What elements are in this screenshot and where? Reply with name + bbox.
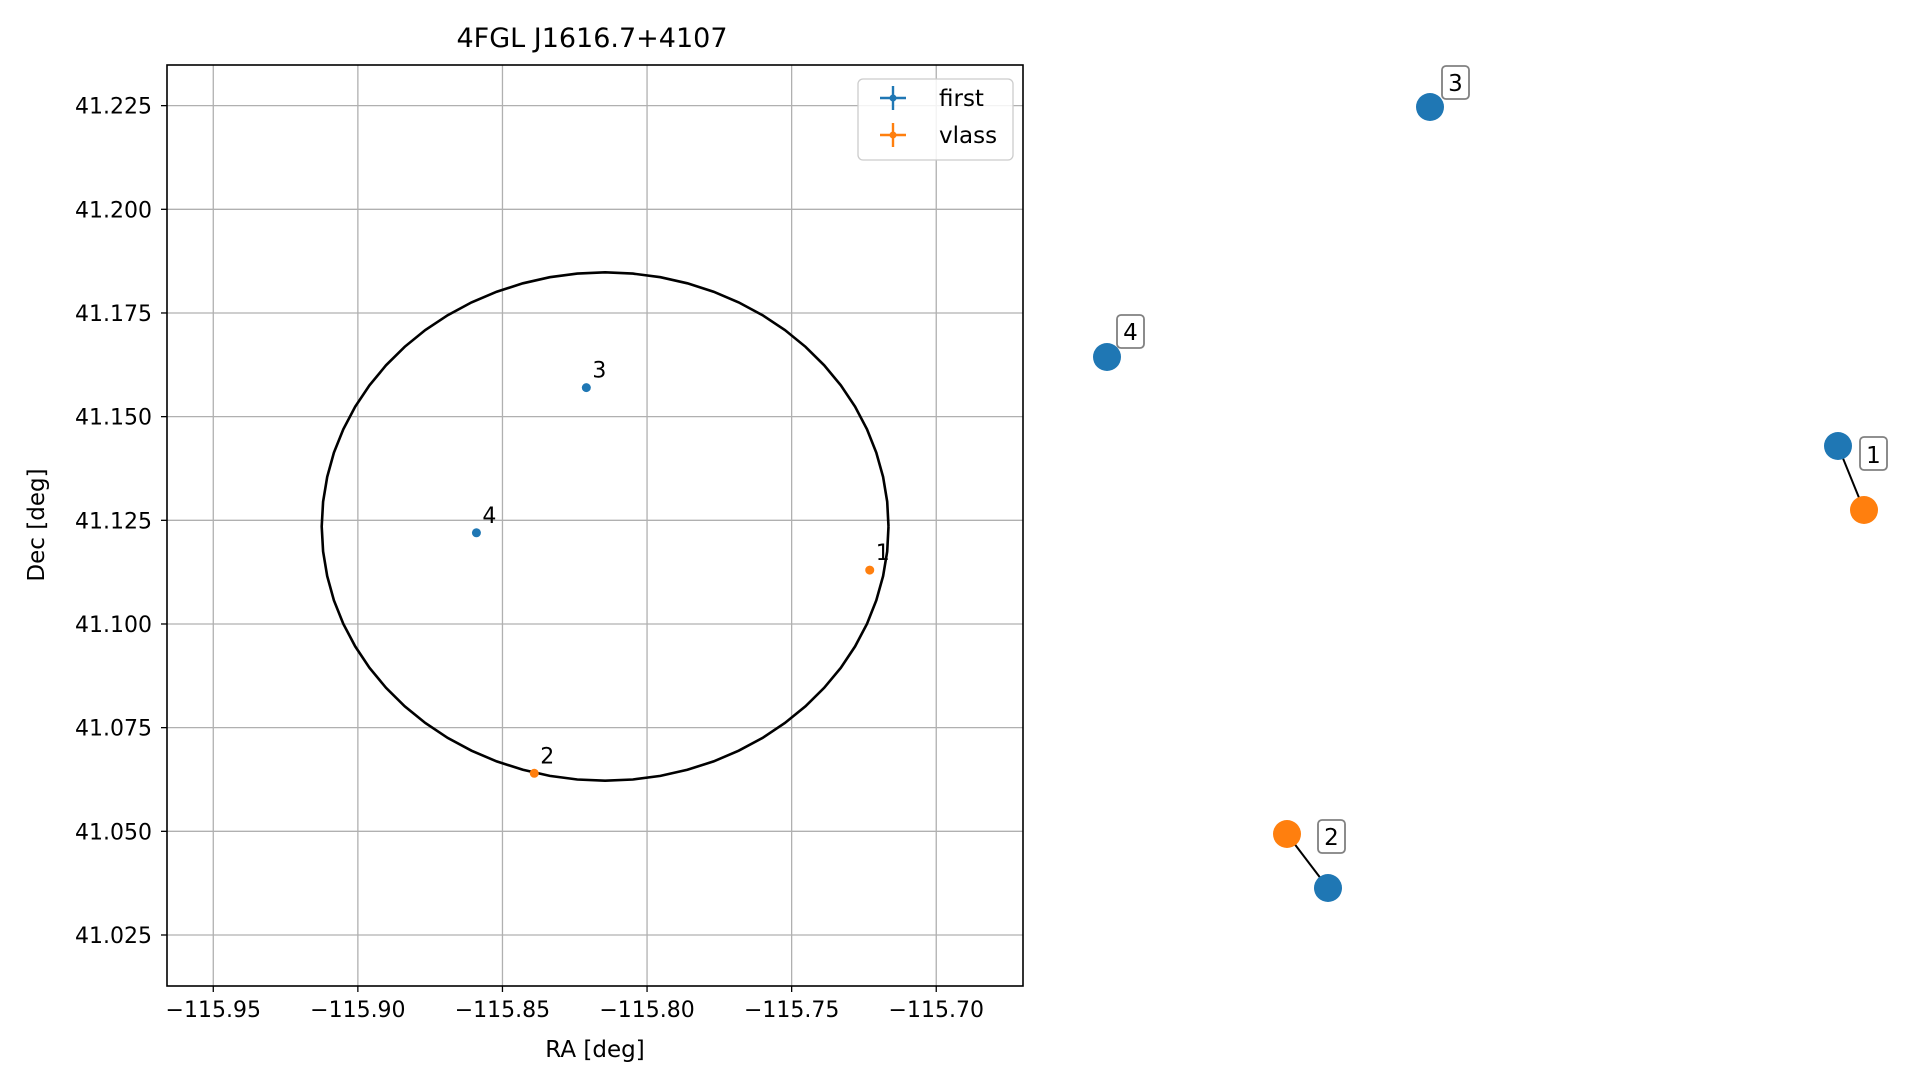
cluster-1: 1: [1824, 432, 1888, 524]
data-point-vlass: [865, 565, 875, 575]
data-point-label: 1: [876, 541, 890, 566]
legend-marker-vlass-dot: [889, 131, 897, 139]
x-tick-label: −115.90: [310, 998, 405, 1023]
y-tick-label: 41.150: [75, 406, 152, 431]
cluster-2-label-box: [1317, 819, 1346, 854]
data-point-label: 3: [592, 359, 606, 384]
data-point-vlass: [529, 768, 539, 778]
y-tick-label: 41.125: [75, 509, 152, 534]
x-tick-label: −115.95: [166, 998, 261, 1023]
chart-title: 4FGL J1616.7+4107: [456, 23, 727, 54]
legend-marker-first-dot: [889, 94, 897, 102]
cluster-4: 4: [1093, 314, 1145, 371]
cluster-1-vlass-point: [1850, 496, 1878, 524]
data-point-label: 2: [540, 744, 554, 769]
grid-lines: [167, 65, 1023, 986]
y-tick-label: 41.025: [75, 924, 152, 949]
y-axis-ticks: 41.025 41.050 41.075 41.100 41.125 41.150 41.1…: [75, 95, 167, 949]
cluster-1-label: 1: [1866, 443, 1881, 469]
cluster-2-label: 2: [1324, 825, 1339, 851]
cluster-2-first-point: [1314, 874, 1342, 902]
legend-label-vlass: vlass: [939, 123, 997, 149]
legend-item-vlass: vlass: [880, 123, 997, 149]
data-point-first: [581, 383, 591, 393]
plot-area-frame: [166, 64, 1024, 987]
data-point-label: 4: [482, 504, 496, 529]
uncertainty-ellipse: [320, 270, 890, 783]
cluster-4-label: 4: [1123, 320, 1138, 346]
y-tick-label: 41.200: [75, 198, 152, 223]
x-axis-ticks: −115.95 −115.90 −115.85 −115.80 −115.75 −115.…: [166, 986, 984, 1023]
cluster-3-label-box: [1441, 65, 1470, 100]
cluster-3-label: 3: [1448, 71, 1463, 97]
y-axis-label: Dec [deg]: [24, 468, 50, 581]
cluster-1-first-point: [1824, 432, 1852, 460]
y-tick-label: 41.175: [75, 302, 152, 327]
cluster-panel: 1 2 3 4: [1093, 65, 1888, 902]
y-tick-label: 41.100: [75, 613, 152, 638]
cluster-3-first-point: [1416, 93, 1444, 121]
y-tick-label: 41.050: [75, 820, 152, 845]
y-tick-label: 41.225: [75, 95, 152, 120]
x-tick-label: −115.70: [889, 998, 984, 1023]
data-points-layer: 3 4 1 2: [471, 359, 890, 778]
cluster-1-label-box: [1859, 436, 1888, 471]
uncertainty-ellipse-layer: [320, 270, 890, 783]
cluster-2-vlass-point: [1273, 820, 1301, 848]
legend-frame: [857, 78, 1014, 161]
x-tick-label: −115.80: [599, 998, 694, 1023]
legend-item-first: first: [880, 86, 984, 112]
cluster-3: 3: [1416, 65, 1470, 121]
legend: first vlass: [857, 78, 1014, 161]
x-axis-label: RA [deg]: [545, 1037, 644, 1063]
legend-label-first: first: [939, 86, 984, 112]
cluster-4-label-box: [1116, 314, 1145, 349]
x-tick-label: −115.75: [744, 998, 839, 1023]
cluster-2: 2: [1273, 819, 1346, 902]
y-tick-label: 41.075: [75, 717, 152, 742]
x-tick-label: −115.85: [455, 998, 550, 1023]
cluster-4-first-point: [1093, 343, 1121, 371]
data-point-first: [471, 528, 481, 538]
